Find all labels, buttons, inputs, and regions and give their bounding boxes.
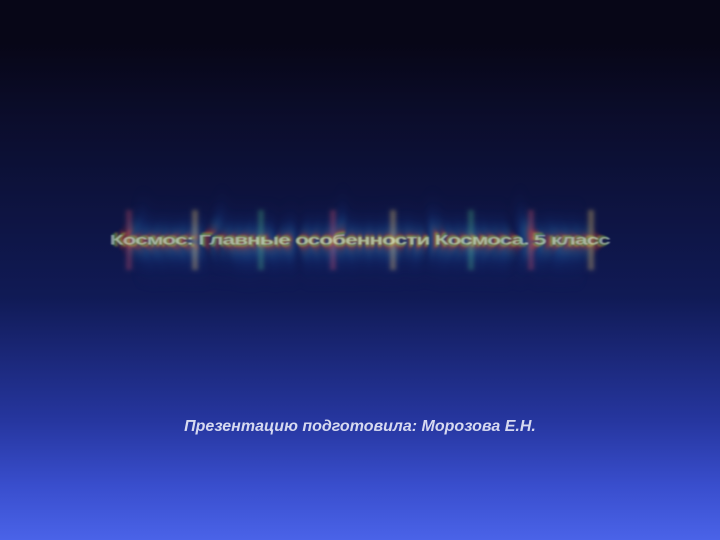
wordart-accent-0: [126, 210, 132, 270]
credit-line: Презентацию подготовила: Морозова Е.Н.: [0, 418, 720, 436]
wordart-accent-5: [468, 210, 474, 270]
wordart-accent-7: [588, 210, 594, 270]
wordart-accent-2: [258, 210, 264, 270]
wordart-accent-3: [330, 210, 336, 270]
wordart-accent-6: [528, 210, 534, 270]
wordart-layer-7: Космос: Главные особенности Космоса. 5 к…: [110, 232, 610, 249]
wordart-title: Космос: Главные особенности Космоса. 5 к…: [60, 110, 660, 370]
slide: Космос: Главные особенности Космоса. 5 к…: [0, 0, 720, 540]
wordart-accent-1: [192, 210, 198, 270]
wordart-accent-4: [390, 210, 396, 270]
